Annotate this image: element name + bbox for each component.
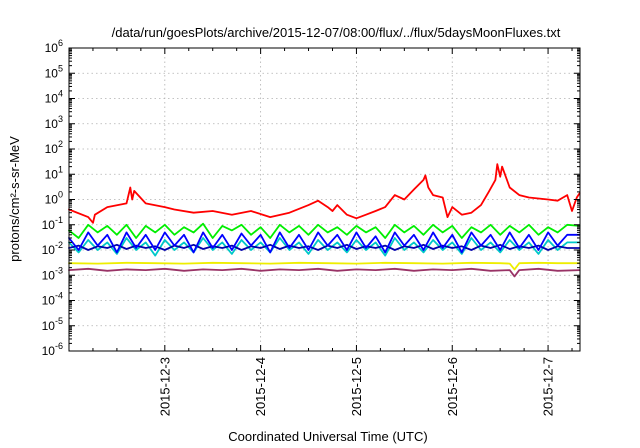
series-line-blue: [68, 231, 581, 254]
y-tick-label: 103: [45, 114, 63, 131]
y-tick-label: 10-6: [42, 341, 63, 358]
series-line-red: [68, 163, 581, 224]
x-tick-label: 2015-12-5: [349, 357, 364, 416]
y-tick-label: 10-4: [42, 291, 63, 308]
tick-layer: [69, 47, 580, 352]
series-line-cyan: [68, 237, 581, 257]
series-line-green: [68, 222, 581, 239]
y-tick-label: 10-1: [42, 215, 63, 232]
series-layer: [68, 163, 581, 278]
y-tick-label: 102: [45, 139, 63, 156]
x-axis-label: Coordinated Universal Time (UTC): [228, 429, 427, 444]
chart-title: /data/run/goesPlots/archive/2015-12-07/0…: [112, 25, 561, 40]
series-line-yellow: [68, 261, 581, 271]
y-tick-label: 10-5: [42, 316, 63, 333]
y-tick-label: 106: [45, 38, 63, 55]
x-tick-label: 2015-12-3: [157, 357, 172, 416]
y-tick-label: 105: [45, 63, 63, 80]
y-tick-labels: 10-6 10-5 10-4 10-3 10-2 10-1 100 101 102 103 104 1…: [42, 38, 63, 358]
x-tick-label: 2015-12-7: [541, 357, 556, 416]
series-line-purple: [68, 267, 581, 278]
y-axis-label: protons/cm²-s-sr-MeV: [7, 136, 22, 262]
x-tick-labels: 2015-12-3 2015-12-4 2015-12-5 2015-12-6 2015…: [157, 357, 555, 416]
y-tick-label: 100: [45, 190, 63, 207]
x-tick-label: 2015-12-6: [445, 357, 460, 416]
x-tick-label: 2015-12-4: [253, 357, 268, 416]
y-tick-label: 101: [45, 164, 63, 181]
grid-layer: [69, 48, 580, 351]
y-tick-label: 10-2: [42, 240, 63, 257]
y-tick-label: 10-3: [42, 265, 63, 282]
y-tick-label: 104: [45, 89, 63, 106]
